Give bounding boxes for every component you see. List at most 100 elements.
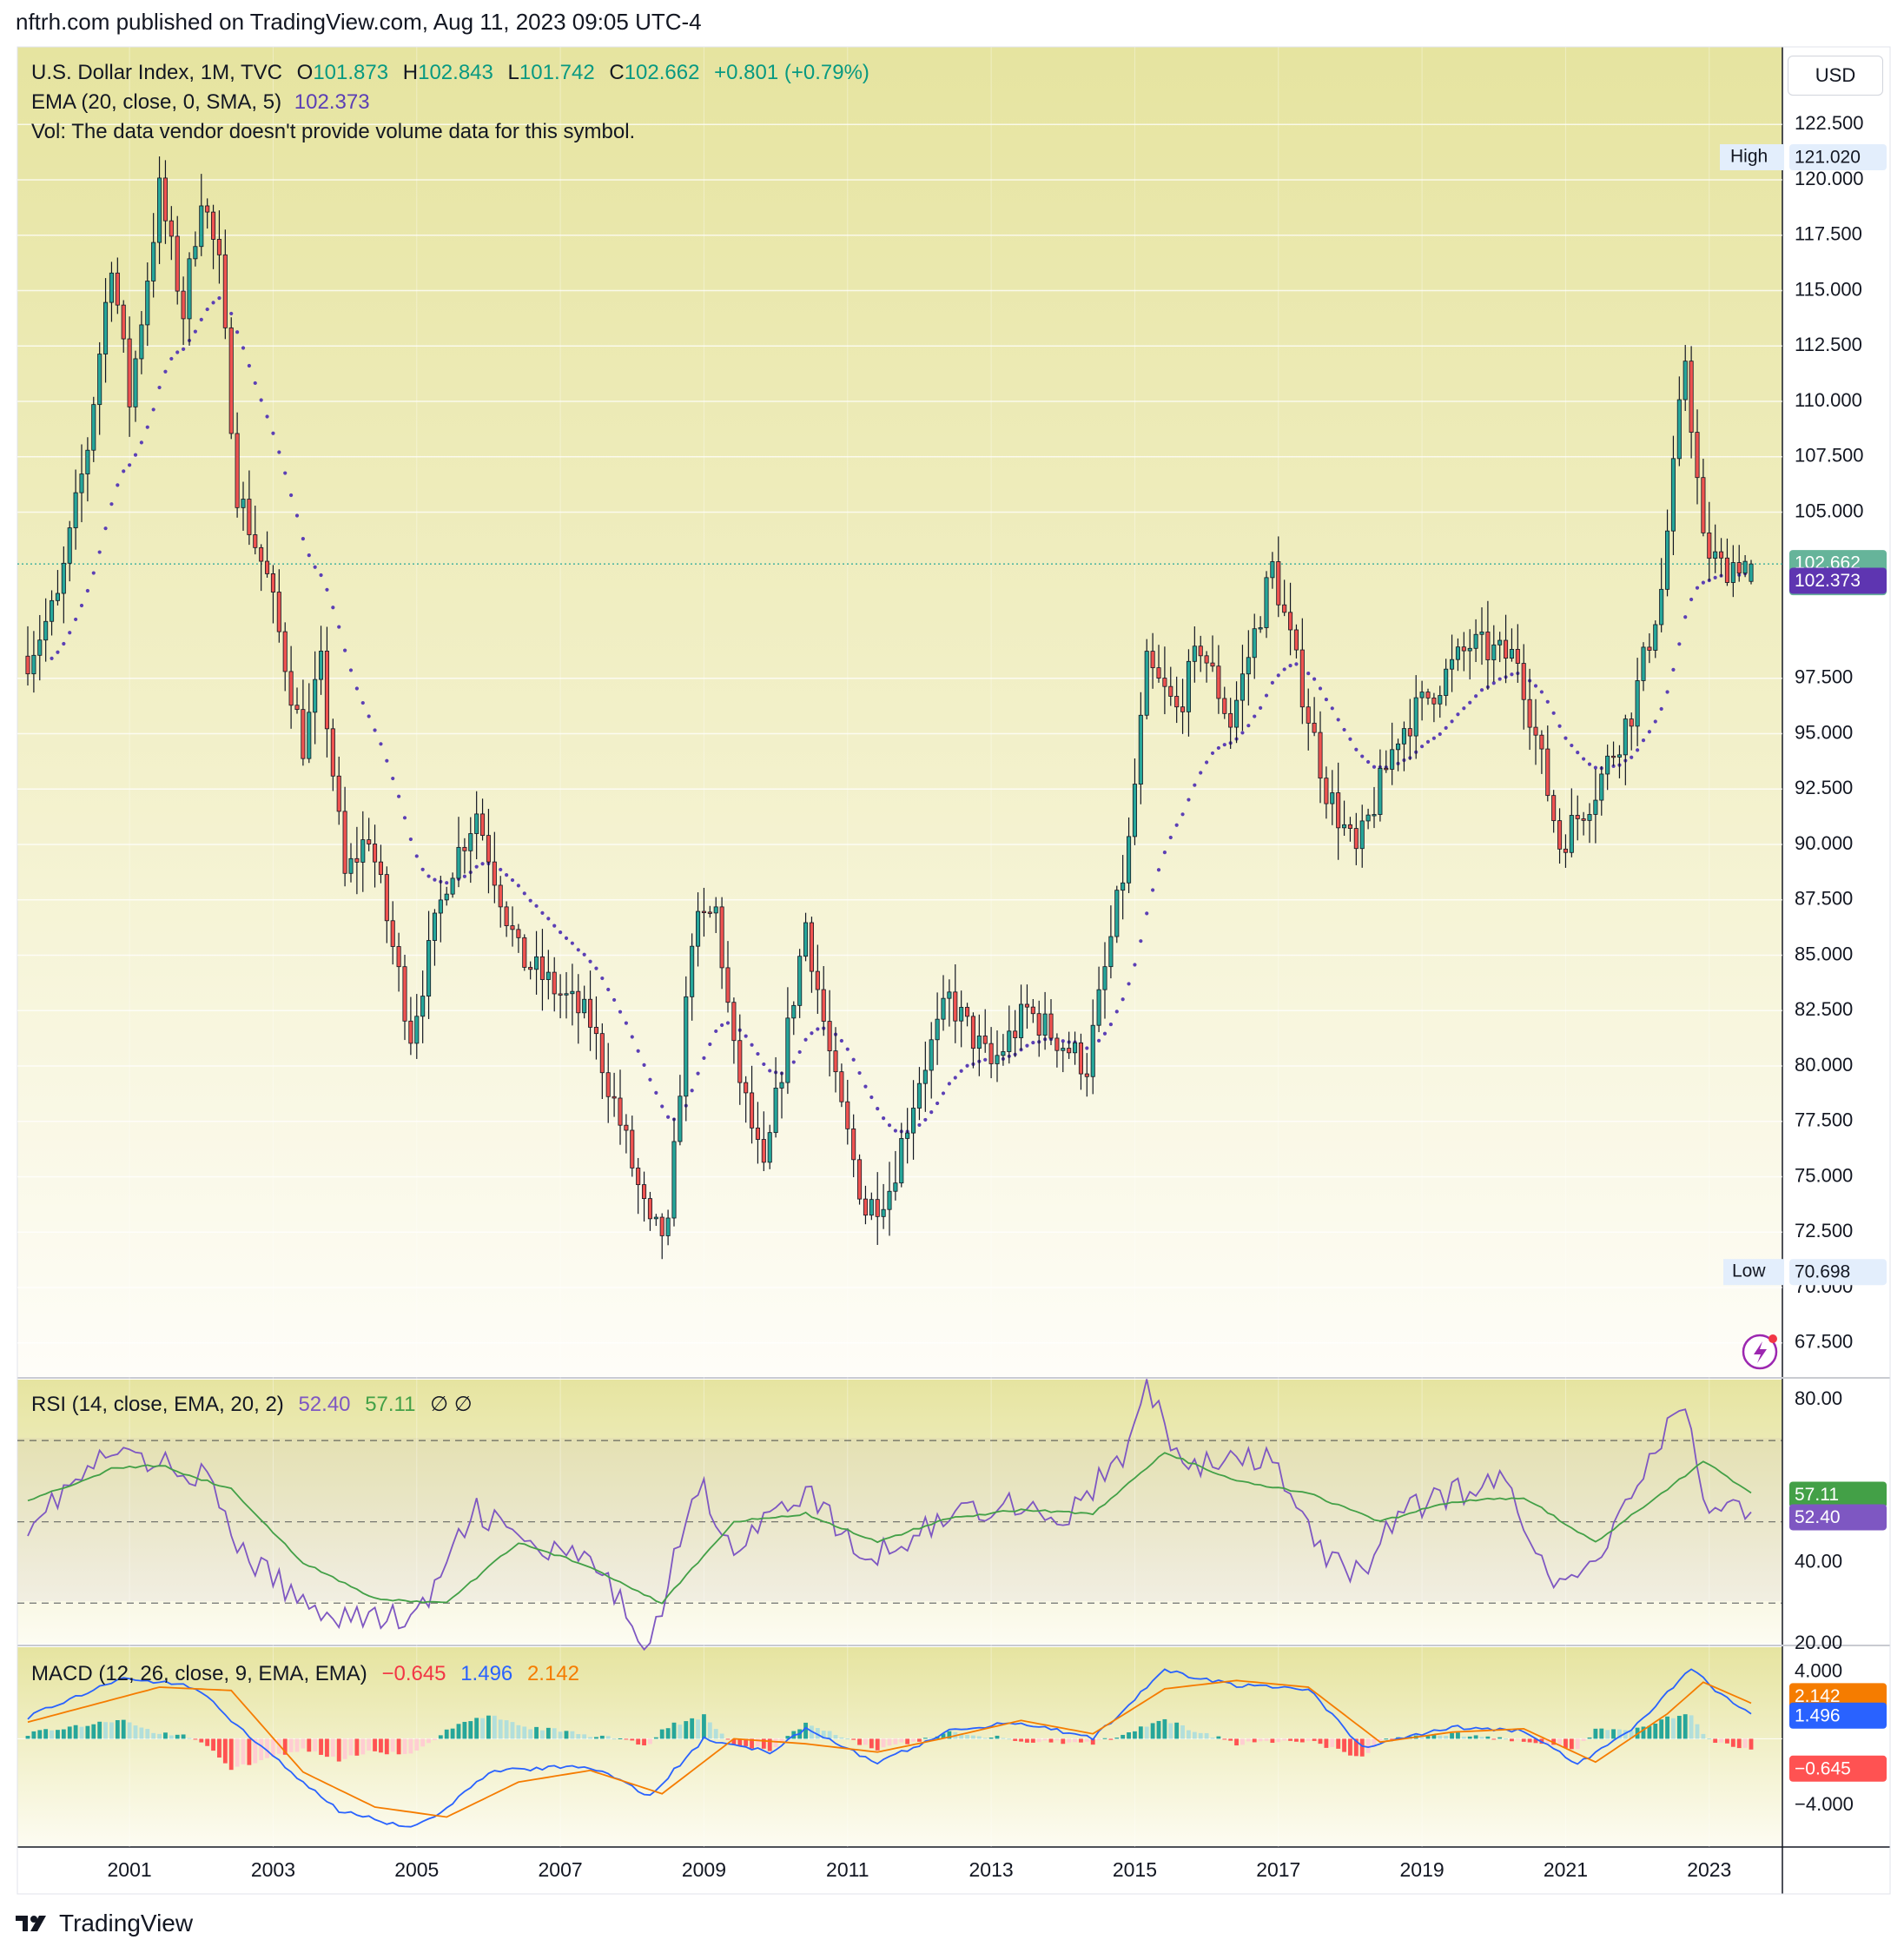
candle[interactable] <box>678 1075 683 1146</box>
candle[interactable] <box>1599 765 1604 816</box>
candle[interactable] <box>1587 803 1592 844</box>
candle[interactable] <box>1407 698 1412 760</box>
candle[interactable] <box>1216 645 1221 714</box>
candle[interactable] <box>588 970 593 1051</box>
candle[interactable] <box>31 631 36 693</box>
candle[interactable] <box>528 961 533 980</box>
candle[interactable] <box>1605 745 1610 791</box>
candle[interactable] <box>659 1213 664 1260</box>
candle[interactable] <box>922 1041 928 1112</box>
candle[interactable] <box>43 598 49 662</box>
candle[interactable] <box>25 626 30 686</box>
candle[interactable] <box>486 809 491 894</box>
candle[interactable] <box>612 1072 617 1117</box>
candle[interactable] <box>1545 725 1550 802</box>
candle[interactable] <box>1324 766 1329 819</box>
candle[interactable] <box>37 614 43 681</box>
candle[interactable] <box>965 1003 970 1027</box>
candle[interactable] <box>779 1071 784 1119</box>
candle[interactable] <box>1413 675 1418 759</box>
candle[interactable] <box>1132 758 1137 845</box>
candle[interactable] <box>97 341 102 435</box>
candle[interactable] <box>755 1102 760 1164</box>
candle[interactable] <box>133 350 138 422</box>
candle[interactable] <box>516 924 521 953</box>
candle[interactable] <box>605 1043 611 1123</box>
candle[interactable] <box>1234 681 1240 744</box>
candle[interactable] <box>109 262 114 322</box>
candle[interactable] <box>534 930 539 995</box>
footer-brand[interactable]: TradingView <box>59 1910 194 1936</box>
candle[interactable] <box>1450 634 1455 692</box>
rsi-label[interactable]: RSI (14, close, EMA, 20, 2) <box>31 1393 284 1416</box>
candle[interactable] <box>270 565 275 624</box>
candle[interactable] <box>1749 559 1754 585</box>
candle[interactable] <box>875 1172 880 1245</box>
candle[interactable] <box>1724 538 1729 586</box>
candle[interactable] <box>1611 741 1616 766</box>
candle[interactable] <box>253 506 258 555</box>
candle[interactable] <box>887 1162 892 1236</box>
candle[interactable] <box>1401 721 1406 771</box>
candle[interactable] <box>1318 711 1323 804</box>
candle[interactable] <box>1222 686 1227 719</box>
candle[interactable] <box>378 844 383 884</box>
candle[interactable] <box>869 1192 874 1221</box>
candle[interactable] <box>414 994 420 1059</box>
candle[interactable] <box>593 996 598 1060</box>
candle[interactable] <box>276 569 281 643</box>
candle[interactable] <box>1162 646 1167 715</box>
candle[interactable] <box>545 950 551 1000</box>
candle[interactable] <box>1174 676 1180 724</box>
candle[interactable] <box>211 204 216 269</box>
candle[interactable] <box>647 1191 652 1231</box>
candle[interactable] <box>259 544 264 592</box>
candle[interactable] <box>1090 999 1095 1095</box>
candle[interactable] <box>50 590 55 636</box>
candle[interactable] <box>1042 991 1048 1050</box>
candle[interactable] <box>665 1209 671 1246</box>
candle[interactable] <box>1198 635 1203 672</box>
candle[interactable] <box>1539 730 1544 774</box>
candle[interactable] <box>839 1063 844 1108</box>
candle[interactable] <box>1001 1034 1006 1066</box>
candle[interactable] <box>1623 714 1628 785</box>
candle[interactable] <box>373 824 378 888</box>
candle[interactable] <box>845 1079 850 1145</box>
candle[interactable] <box>1676 376 1682 467</box>
candle[interactable] <box>402 954 407 1041</box>
candle[interactable] <box>420 970 426 1043</box>
candle[interactable] <box>396 932 401 992</box>
candle[interactable] <box>432 909 437 966</box>
candle[interactable] <box>1138 692 1143 804</box>
candle[interactable] <box>55 570 60 606</box>
candle[interactable] <box>1689 346 1694 459</box>
candle[interactable] <box>773 1056 778 1138</box>
candle[interactable] <box>1527 668 1532 751</box>
candle[interactable] <box>1455 638 1460 672</box>
candle[interactable] <box>480 798 486 841</box>
candle[interactable] <box>671 1117 677 1227</box>
candle[interactable] <box>696 892 701 967</box>
candle[interactable] <box>1186 649 1191 737</box>
candle[interactable] <box>367 818 372 851</box>
candle[interactable] <box>103 278 109 383</box>
candle[interactable] <box>1078 1033 1083 1090</box>
candle[interactable] <box>282 622 288 692</box>
candle[interactable] <box>1102 942 1107 1019</box>
candle[interactable] <box>1444 659 1449 706</box>
candle[interactable] <box>450 872 455 898</box>
candle[interactable] <box>1504 614 1509 684</box>
candle[interactable] <box>390 901 395 965</box>
candle[interactable] <box>618 1069 623 1145</box>
candle[interactable] <box>941 975 946 1031</box>
candle[interactable] <box>785 987 790 1095</box>
candle[interactable] <box>1431 692 1437 723</box>
candle[interactable] <box>216 210 221 284</box>
candle[interactable] <box>1695 409 1700 505</box>
candle[interactable] <box>636 1157 641 1215</box>
candle[interactable] <box>115 257 120 314</box>
candle[interactable] <box>1653 620 1658 659</box>
candle[interactable] <box>348 843 354 883</box>
candle[interactable] <box>1252 613 1257 679</box>
